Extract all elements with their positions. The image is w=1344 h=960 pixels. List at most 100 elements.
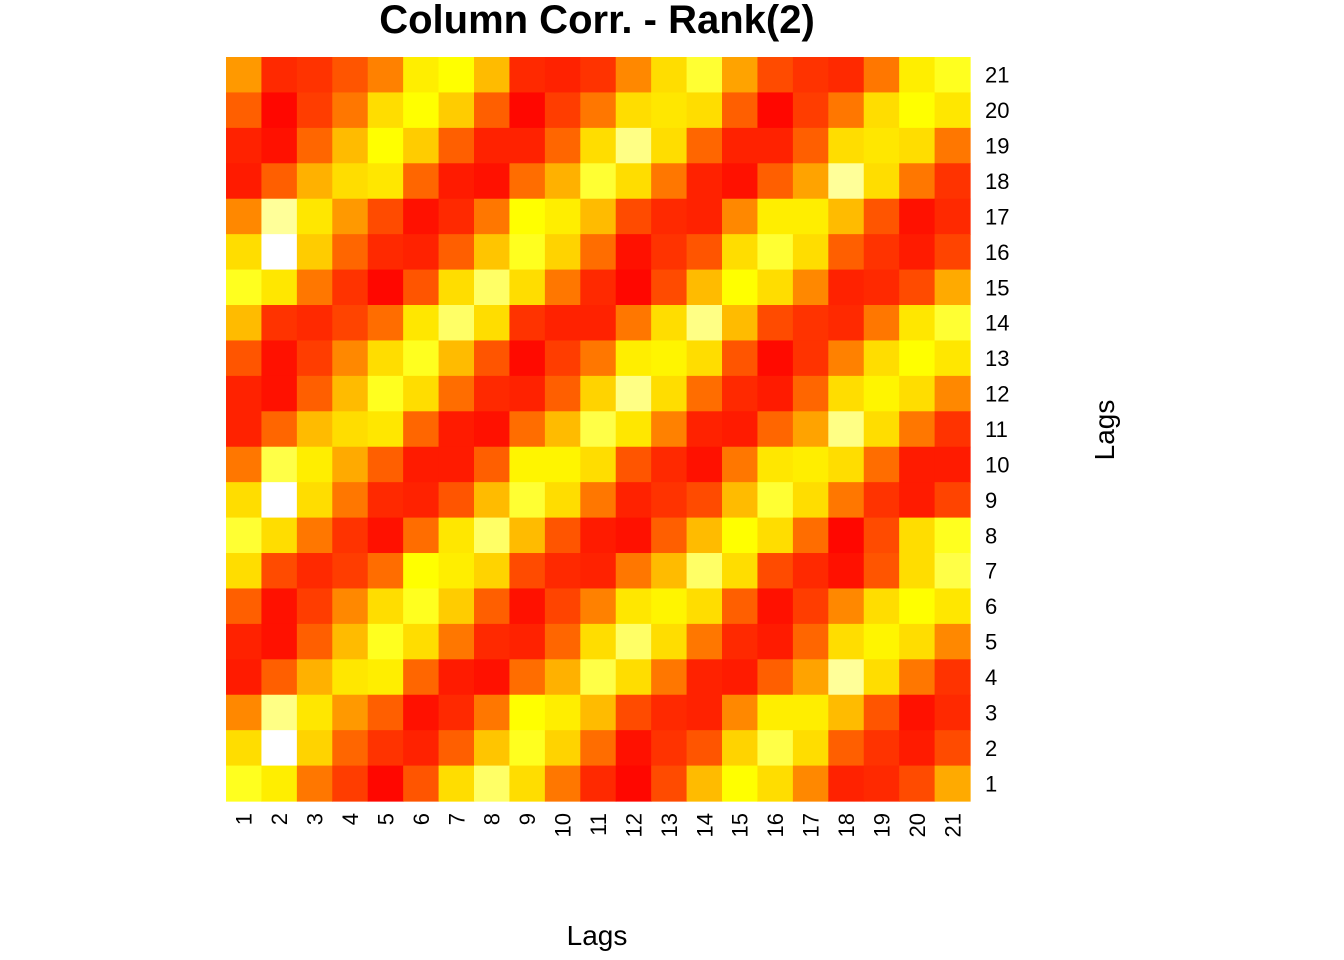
heatmap-cell	[828, 694, 865, 731]
heatmap-cell	[509, 765, 546, 802]
heatmap-cell	[226, 340, 263, 377]
heatmap-cell	[474, 588, 511, 625]
heatmap-cell	[615, 482, 652, 519]
heatmap-cell	[367, 234, 404, 271]
heatmap-cell	[828, 340, 865, 377]
y-tick-label: 13	[985, 346, 1009, 371]
heatmap-cell	[509, 411, 546, 448]
heatmap-cell	[226, 269, 263, 306]
heatmap-cell	[261, 623, 298, 660]
heatmap-cell	[899, 694, 936, 731]
heatmap-cell	[332, 92, 369, 129]
heatmap-cell	[367, 305, 404, 342]
heatmap-cell	[651, 127, 688, 164]
heatmap-cell	[722, 659, 759, 696]
heatmap-cell	[792, 269, 829, 306]
heatmap-cell	[686, 375, 723, 412]
heatmap-cell	[722, 730, 759, 767]
heatmap-cell	[438, 411, 475, 448]
heatmap-cell	[509, 553, 546, 590]
heatmap-cell	[757, 57, 794, 94]
heatmap-cell	[403, 517, 440, 554]
x-tick-label: 21	[940, 813, 965, 837]
heatmap-cell	[332, 375, 369, 412]
y-tick-label: 2	[985, 736, 997, 761]
heatmap-cell	[438, 694, 475, 731]
heatmap-cell	[296, 765, 333, 802]
heatmap-cell	[899, 659, 936, 696]
heatmap-cell	[934, 92, 971, 129]
heatmap-cell	[651, 517, 688, 554]
heatmap-cell	[261, 375, 298, 412]
heatmap-cell	[296, 305, 333, 342]
heatmap-cell	[509, 694, 546, 731]
heatmap-cell	[757, 375, 794, 412]
heatmap-cell	[544, 659, 581, 696]
heatmap-cell	[863, 588, 900, 625]
heatmap-cell	[367, 198, 404, 235]
heatmap-cell	[580, 92, 617, 129]
x-tick-label: 19	[869, 813, 894, 837]
heatmap-cell	[544, 340, 581, 377]
heatmap-cell	[403, 623, 440, 660]
heatmap-cell	[792, 446, 829, 483]
x-tick-label: 6	[409, 813, 434, 825]
heatmap-cell	[828, 269, 865, 306]
heatmap-cell	[651, 588, 688, 625]
heatmap-cell	[403, 730, 440, 767]
heatmap-cell	[580, 730, 617, 767]
heatmap-cell	[651, 411, 688, 448]
y-tick-label: 10	[985, 452, 1009, 477]
heatmap-cell	[722, 198, 759, 235]
heatmap-cell	[722, 765, 759, 802]
heatmap-cell	[651, 57, 688, 94]
heatmap-cell	[226, 588, 263, 625]
heatmap-cell	[544, 482, 581, 519]
heatmap-cell	[934, 411, 971, 448]
heatmap-cell	[792, 305, 829, 342]
heatmap-cell	[615, 730, 652, 767]
heatmap-cell	[899, 623, 936, 660]
x-tick-label: 1	[232, 813, 257, 825]
heatmap-cell	[863, 127, 900, 164]
heatmap-cell	[580, 234, 617, 271]
heatmap-cell	[615, 765, 652, 802]
heatmap-cell	[474, 163, 511, 200]
heatmap-cell	[863, 305, 900, 342]
heatmap-cell	[686, 553, 723, 590]
heatmap-cell	[226, 127, 263, 164]
heatmap-cell	[757, 765, 794, 802]
heatmap-cell	[438, 57, 475, 94]
heatmap-cell	[686, 517, 723, 554]
y-tick-label: 18	[985, 169, 1009, 194]
heatmap-cell	[580, 765, 617, 802]
heatmap-cell	[792, 340, 829, 377]
heatmap-cell	[544, 57, 581, 94]
heatmap-cell	[474, 765, 511, 802]
heatmap-cell	[544, 305, 581, 342]
heatmap-cell	[580, 588, 617, 625]
heatmap-cell	[686, 411, 723, 448]
heatmap-cell	[474, 659, 511, 696]
heatmap-cell	[792, 659, 829, 696]
y-tick-label: 14	[985, 311, 1009, 336]
heatmap-cell	[863, 446, 900, 483]
heatmap-cell	[722, 163, 759, 200]
heatmap-cell	[686, 127, 723, 164]
heatmap-cell	[686, 765, 723, 802]
heatmap-cell	[686, 446, 723, 483]
heatmap-cell	[509, 92, 546, 129]
heatmap-cell	[615, 127, 652, 164]
heatmap-cell	[403, 553, 440, 590]
heatmap-cell	[615, 588, 652, 625]
heatmap-cell	[296, 482, 333, 519]
y-tick-label: 5	[985, 630, 997, 655]
heatmap-cell	[544, 411, 581, 448]
y-tick-label: 19	[985, 134, 1009, 159]
heatmap-cell	[296, 623, 333, 660]
heatmap-cell	[863, 57, 900, 94]
heatmap-cell	[863, 517, 900, 554]
heatmap-cell	[792, 765, 829, 802]
heatmap-cell	[651, 659, 688, 696]
heatmap-cell	[332, 588, 369, 625]
